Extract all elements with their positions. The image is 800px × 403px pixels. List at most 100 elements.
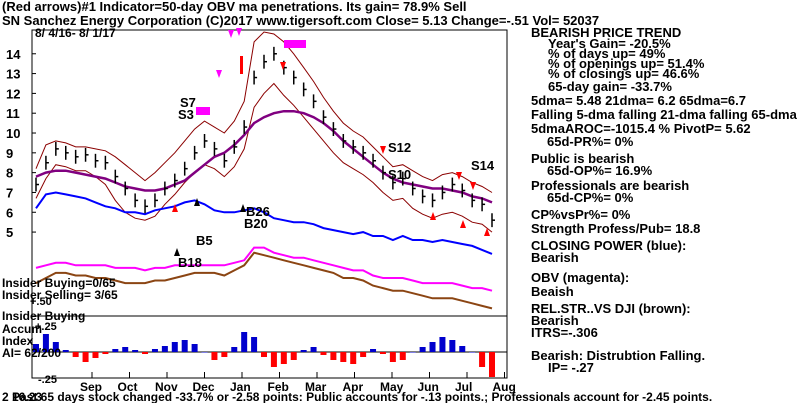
right-panel-line: Professionals are bearish [531, 178, 689, 193]
accum-bar [241, 332, 248, 352]
y-tick-label: 13 [6, 67, 20, 82]
signal-b5: B5 [196, 233, 213, 248]
right-panel-line: % of closings up= 46.6% [548, 66, 700, 81]
magenta-arrow-1 [228, 30, 234, 38]
red-up-arrow-4 [484, 228, 490, 236]
accum-bar [370, 349, 377, 352]
price-bars [35, 46, 495, 228]
accum-bar [360, 352, 367, 357]
x-tick-label: May [380, 380, 404, 394]
right-panel-line: Year's Gain= -20.5% [548, 36, 671, 51]
x-tick-label: Mar [305, 380, 327, 394]
accum-bar [429, 342, 436, 352]
accum-bar [469, 352, 476, 353]
right-panel-line: 65d-CP%= 0% [547, 190, 634, 205]
ai-label: AI= 62/200 [2, 346, 61, 360]
accum-bar [399, 352, 406, 360]
right-panel-line: Bearish: Distrubtion Falling. [531, 348, 705, 363]
accum-bar [310, 347, 317, 352]
signal-s7: S7 [180, 95, 196, 110]
obv-line [35, 246, 493, 292]
y-tick-label: 9 [6, 146, 13, 161]
accum-bar [479, 352, 486, 367]
y-tick-label: 11 [6, 106, 20, 121]
accum-bar [389, 352, 396, 362]
black-up-arrow-b26 [240, 204, 246, 212]
minus-25-label: -.25 [38, 374, 57, 386]
y-tick-label: 7 [6, 185, 13, 200]
accum-bar [261, 352, 267, 357]
main-frame [31, 29, 508, 379]
accum-histogram [33, 332, 495, 377]
accum-bar [142, 352, 149, 354]
accum-bar [379, 352, 386, 354]
signal-s3: S3 [178, 107, 194, 122]
accum-bar [350, 352, 357, 364]
magenta-marker-band [284, 40, 306, 48]
accum-bar [340, 352, 347, 362]
insider-selling-count: Insider Selling= 3/65 [2, 288, 118, 302]
accum-bar [211, 352, 218, 360]
x-axis: Sep Oct Nov Dec Jan Feb Mar Apr May Jun Jul Aug [80, 372, 516, 394]
accum-bar [449, 340, 456, 352]
red-arrow-1 [280, 62, 286, 70]
right-panel-line: 65d-PR%= 0% [547, 134, 634, 149]
y-axis: 5 6 7 8 9 10 11 12 13 14 [6, 47, 36, 240]
ma65-line [35, 109, 493, 204]
footer-left-overlay: 2 16.23 [2, 390, 42, 403]
accum-bar [221, 352, 228, 357]
right-panel-line: CP%vsPr%= 0% [531, 207, 631, 222]
accum-bar [52, 342, 59, 352]
right-panel-line: Falling 5-dma falling 21-dma falling 65-… [531, 107, 798, 122]
y-tick-label: 8 [6, 166, 13, 181]
accum-bar [300, 350, 307, 352]
right-panel-line: % of openings up= 51.4% [548, 56, 705, 71]
accum-bar [181, 340, 188, 352]
accum-bar [489, 352, 495, 377]
accum-bar [439, 337, 446, 352]
x-tick-label: Oct [118, 380, 138, 394]
magenta-arrow-2 [236, 28, 242, 36]
right-panel-line: CLOSING POWER (blue): [531, 238, 686, 253]
right-panel-line: REL.STR..VS DJI (brown): [531, 301, 691, 316]
signal-b20: B20 [244, 216, 268, 231]
right-panel-line: 5dma= 5.48 21dma= 6.2 65dma=6.7 [531, 93, 746, 108]
x-tick-label: Apr [343, 380, 364, 394]
y-tick-label: 10 [6, 126, 20, 141]
accum-bar [42, 334, 49, 352]
y-tick-label: 5 [6, 225, 13, 240]
accum-bar [409, 352, 416, 353]
accum-bar [290, 352, 297, 360]
right-panel-line: OBV (magenta): [531, 270, 629, 285]
accum-bar [330, 352, 337, 360]
accum-bar [62, 350, 69, 352]
black-up-arrow-b5 [194, 198, 200, 206]
accum-bar [122, 347, 129, 352]
accum-label: Accum [2, 322, 42, 336]
red-arrow-2 [380, 146, 386, 154]
right-panel-line: Bearish [531, 313, 579, 328]
right-panel-line: Bearish [531, 250, 579, 265]
right-panel-line: IP= -.27 [548, 360, 594, 375]
right-panel-line: Strength Profess/Pub= 18.8 [531, 221, 700, 236]
lower-band-line [35, 82, 493, 233]
x-tick-label: Jan [230, 380, 251, 394]
insider-buying-count: Insider Buying=0/65 [2, 276, 116, 290]
insider-buying-label: Insider Buying [2, 309, 85, 323]
y-tick-label: 12 [6, 86, 20, 101]
accum-bar [161, 346, 168, 352]
accum-bar [419, 347, 426, 352]
black-up-arrow-b18 [174, 248, 180, 256]
x-tick-label: Feb [268, 380, 289, 394]
red-arrow-4 [470, 182, 476, 190]
right-panel-line: 65d-OP%= 16.9% [547, 163, 653, 178]
accum-bar [82, 352, 89, 362]
plus-25-label: +.25 [35, 321, 57, 333]
accum-bar [132, 350, 139, 352]
red-up-arrow-2 [430, 212, 436, 220]
accum-bar [459, 346, 466, 352]
right-panel-line: BEARISH PRICE TREND [531, 25, 681, 40]
accum-bar [270, 352, 277, 367]
right-panel-line: ITRS=-.306 [531, 325, 598, 340]
